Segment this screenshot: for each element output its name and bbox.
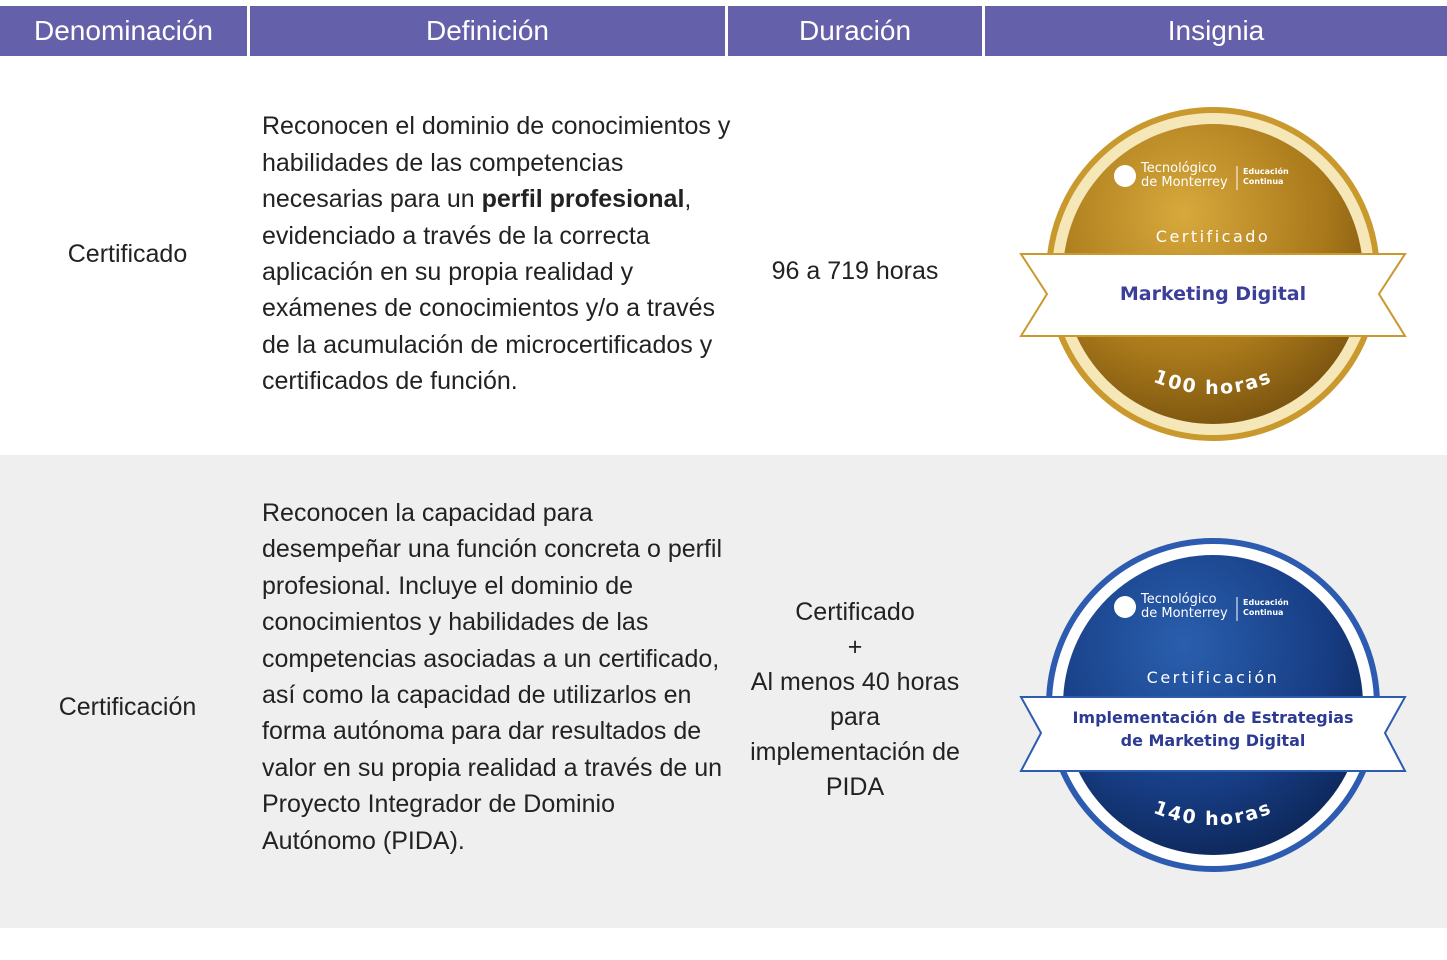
text: + bbox=[847, 633, 863, 661]
text: , evidenciado a través de la correcta ap… bbox=[262, 185, 716, 396]
badge: Tecnológico de Monterrey Educación Conti… bbox=[1019, 538, 1407, 872]
page: Denominación Definición Duración Insigni… bbox=[0, 6, 1447, 928]
logo bbox=[1114, 165, 1136, 187]
text: 96 a 719 horas bbox=[771, 256, 939, 285]
badge: Tecnológico de Monterrey Educación Conti… bbox=[1019, 107, 1407, 441]
row-definition: Reconocen la capacidad para desempeñar u… bbox=[262, 495, 732, 925]
badge-program: Marketing Digital bbox=[1120, 283, 1306, 305]
row-duration: Certificado + Al menos 40 horas para imp… bbox=[735, 455, 975, 945]
header-cell: Definición bbox=[250, 6, 725, 56]
header-cell: Denominación bbox=[0, 6, 247, 56]
row-duration: 96 a 719 horas bbox=[735, 56, 975, 486]
table-row: Certificación Reconocen la capacidad par… bbox=[0, 455, 1447, 928]
bold-text: perfil profesional bbox=[481, 185, 685, 214]
badge-level: Certificación bbox=[1147, 668, 1280, 687]
text: Al menos 40 horas para implementación de… bbox=[750, 668, 960, 801]
text: Reconocen el dominio de conocimientos y … bbox=[262, 112, 731, 214]
row-definition: Reconocen el dominio de conocimientos y … bbox=[262, 56, 732, 452]
text: Certificado bbox=[795, 598, 915, 626]
badge-program: de Marketing Digital bbox=[1121, 731, 1306, 750]
badge-program: Implementación de Estrategias bbox=[1072, 708, 1353, 727]
logo-text: Tecnológico bbox=[1140, 161, 1217, 176]
paragraph: Reconocen la capacidad para desempeñar u… bbox=[262, 499, 723, 855]
paragraph: Reconocen el dominio de conocimientos y … bbox=[262, 108, 732, 399]
row-name: Certificación bbox=[0, 455, 255, 960]
logo-text: Educación bbox=[1243, 597, 1289, 607]
header-cell: Duración bbox=[728, 6, 982, 56]
text: Certificación bbox=[58, 693, 197, 721]
row-name: Certificado bbox=[0, 56, 255, 452]
logo-text: de Monterrey bbox=[1141, 606, 1228, 621]
logo-text: de Monterrey bbox=[1141, 175, 1228, 190]
logo bbox=[1114, 596, 1136, 618]
badge-level: Certificado bbox=[1156, 227, 1270, 246]
header-cell: Insignia bbox=[985, 6, 1447, 56]
ribbon bbox=[1019, 253, 1407, 337]
ribbon bbox=[1019, 696, 1407, 772]
logo-text: Continua bbox=[1243, 177, 1283, 186]
logo-text: Continua bbox=[1243, 608, 1283, 617]
logo-text: Educación bbox=[1243, 166, 1289, 176]
text: Certificado bbox=[67, 239, 188, 268]
logo-text: Tecnológico bbox=[1140, 592, 1217, 607]
table-row: Certificado Reconocen el dominio de cono… bbox=[0, 56, 1447, 452]
